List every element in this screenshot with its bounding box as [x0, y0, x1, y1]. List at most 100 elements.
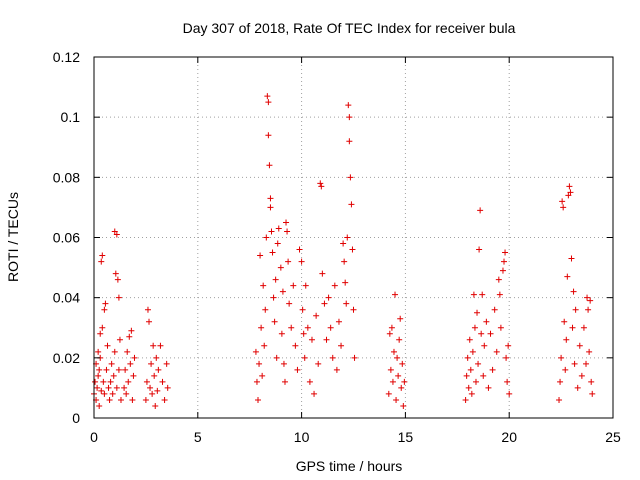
data-point	[399, 360, 406, 367]
data-point	[475, 360, 482, 367]
data-point	[301, 354, 308, 361]
data-point	[387, 366, 394, 373]
data-point	[313, 312, 320, 319]
data-point	[393, 396, 400, 403]
data-point	[258, 324, 265, 331]
data-point	[561, 318, 568, 325]
x-tick-label: 25	[605, 429, 621, 445]
data-point	[578, 372, 585, 379]
data-point	[345, 102, 352, 109]
data-point	[128, 327, 135, 334]
data-point	[308, 336, 315, 343]
data-point	[472, 378, 479, 385]
data-point	[343, 300, 350, 307]
data-point	[256, 360, 263, 367]
data-point	[333, 366, 340, 373]
data-point	[321, 300, 328, 307]
data-point	[125, 378, 132, 385]
data-point	[571, 360, 578, 367]
axis-ticks	[93, 56, 614, 419]
data-point	[572, 306, 579, 313]
data-point	[588, 378, 595, 385]
data-point	[102, 300, 109, 307]
data-point	[477, 207, 484, 214]
data-point	[319, 270, 326, 277]
data-point	[154, 387, 161, 394]
data-point	[503, 354, 510, 361]
data-point	[335, 318, 342, 325]
data-point	[116, 336, 123, 343]
y-tick-label: 0.02	[53, 350, 80, 366]
y-tick-label: 0.06	[53, 230, 80, 246]
data-point	[349, 246, 356, 253]
data-point	[148, 360, 155, 367]
data-point	[163, 360, 170, 367]
data-point	[586, 348, 593, 355]
data-point	[329, 354, 336, 361]
data-point	[315, 360, 322, 367]
data-point	[144, 306, 151, 313]
data-point	[496, 291, 503, 298]
data-point	[284, 228, 291, 235]
data-point	[131, 354, 138, 361]
data-point	[121, 384, 128, 391]
data-point	[107, 378, 114, 385]
data-point	[485, 384, 492, 391]
data-point	[123, 390, 130, 397]
data-point	[101, 306, 108, 313]
data-point	[466, 336, 473, 343]
data-point	[493, 348, 500, 355]
data-point	[274, 240, 281, 247]
data-point	[146, 318, 153, 325]
data-point	[338, 342, 345, 349]
data-point	[290, 282, 297, 289]
data-point	[505, 342, 512, 349]
data-point	[117, 396, 124, 403]
data-point	[559, 198, 566, 205]
data-point	[285, 258, 292, 265]
chart-title: Day 307 of 2018, Rate Of TEC Index for r…	[183, 20, 516, 36]
data-points	[91, 93, 596, 409]
data-point	[468, 390, 475, 397]
data-point	[464, 354, 471, 361]
data-point	[585, 306, 592, 313]
data-point	[151, 372, 158, 379]
data-point	[504, 378, 511, 385]
data-point	[265, 132, 272, 139]
data-point	[574, 384, 581, 391]
data-point	[304, 324, 311, 331]
data-point	[497, 324, 504, 331]
data-point	[351, 354, 358, 361]
data-point	[159, 378, 166, 385]
data-point	[347, 174, 354, 181]
x-tick-label: 15	[398, 429, 414, 445]
data-point	[94, 384, 101, 391]
data-point	[569, 324, 576, 331]
data-point	[462, 396, 469, 403]
data-point	[105, 384, 112, 391]
data-point	[106, 396, 113, 403]
data-point	[264, 93, 271, 100]
data-point	[150, 342, 157, 349]
data-point	[108, 360, 115, 367]
x-tick-label: 5	[194, 429, 202, 445]
data-point	[288, 324, 295, 331]
data-point	[567, 189, 574, 196]
data-point	[476, 246, 483, 253]
data-point	[397, 315, 404, 322]
data-point	[483, 318, 490, 325]
data-point	[565, 192, 572, 199]
data-point	[396, 336, 403, 343]
data-point	[392, 291, 399, 298]
data-point	[390, 348, 397, 355]
data-point	[469, 348, 476, 355]
data-point	[294, 366, 301, 373]
data-point	[96, 402, 103, 409]
x-tick-labels: 0 5 10 15 20 25	[90, 429, 621, 445]
data-point	[560, 204, 567, 211]
x-tick-label: 20	[501, 429, 517, 445]
data-point	[111, 348, 118, 355]
data-point	[113, 231, 120, 238]
data-point	[562, 366, 569, 373]
